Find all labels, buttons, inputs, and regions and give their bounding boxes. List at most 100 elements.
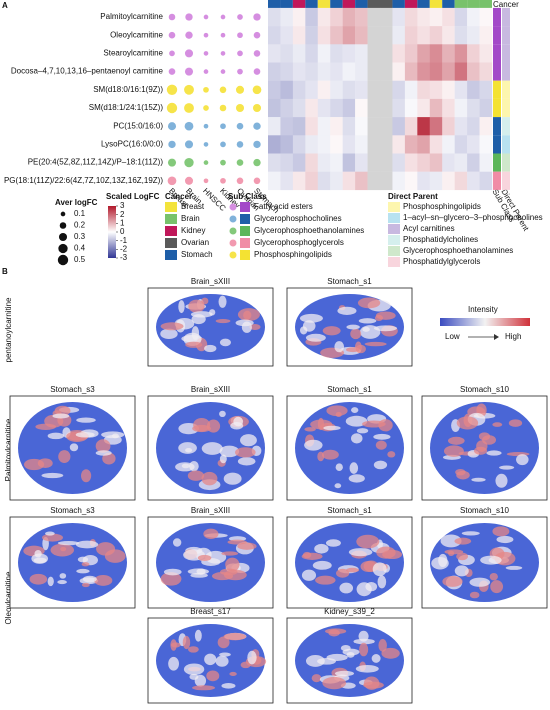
tissue-patch bbox=[197, 554, 212, 561]
heat-cell bbox=[268, 44, 281, 63]
tissue-patch bbox=[76, 568, 90, 574]
heat-cell bbox=[429, 98, 443, 118]
cancer-title: Cancer bbox=[493, 0, 519, 9]
heat-cell bbox=[305, 62, 318, 81]
tissue-patch bbox=[376, 546, 396, 559]
tissue-patch bbox=[163, 568, 182, 576]
tissue-patch bbox=[339, 582, 354, 594]
heat-cell bbox=[330, 117, 343, 136]
dot bbox=[166, 84, 178, 96]
dot bbox=[235, 103, 245, 113]
heat-cell bbox=[380, 98, 393, 118]
legend-label: 2 bbox=[120, 210, 125, 219]
tissue-patch bbox=[178, 300, 185, 314]
cancer-bar bbox=[380, 0, 393, 8]
tissue-patch bbox=[302, 551, 312, 559]
tissue-patch bbox=[235, 319, 254, 327]
tissue-patch bbox=[219, 410, 226, 418]
tissue-patch bbox=[378, 638, 387, 652]
dot bbox=[253, 50, 261, 57]
dot bbox=[253, 158, 261, 167]
dot bbox=[184, 121, 194, 131]
tissue-patch bbox=[326, 405, 348, 417]
tissue-patch bbox=[442, 575, 463, 587]
tissue-patch bbox=[206, 670, 220, 682]
dot bbox=[236, 159, 244, 166]
cancer-bar bbox=[355, 0, 368, 8]
legend-label: Glycerophosphocholines bbox=[254, 214, 342, 223]
dot bbox=[253, 122, 261, 130]
heat-cell bbox=[355, 117, 368, 136]
heat-cell bbox=[467, 62, 480, 81]
heat-cell bbox=[454, 153, 468, 172]
direct-parent-cell bbox=[502, 80, 510, 99]
cancer-bar bbox=[454, 0, 468, 8]
row-label: PE(20:4(5Z,8Z,11Z,14Z)/P–18:1(11Z)) bbox=[28, 158, 164, 167]
heat-cell bbox=[417, 7, 430, 27]
dot bbox=[237, 50, 243, 57]
heat-cell bbox=[454, 135, 468, 154]
legend-swatch bbox=[165, 238, 177, 248]
legend-swatch bbox=[240, 214, 250, 224]
heat-cell bbox=[305, 98, 318, 118]
tissue-patch bbox=[345, 567, 360, 573]
dot bbox=[220, 123, 226, 130]
tissue-patch bbox=[480, 555, 502, 565]
legend-label: Acyl carnitines bbox=[403, 224, 455, 233]
tissue-patch bbox=[204, 653, 217, 666]
tissue-patch bbox=[492, 422, 503, 427]
tissue-patch bbox=[81, 562, 90, 567]
tissue-patch bbox=[355, 664, 379, 673]
tissue-patch bbox=[223, 632, 247, 641]
tissue-patch bbox=[187, 470, 205, 481]
heat-cell bbox=[479, 62, 493, 81]
dot bbox=[235, 85, 245, 94]
dot bbox=[166, 102, 178, 114]
dot bbox=[203, 123, 209, 129]
tissue-patch bbox=[201, 471, 218, 486]
row-label: Oleoylcarnitine bbox=[4, 571, 13, 624]
heat-cell bbox=[380, 153, 393, 172]
heat-cell bbox=[292, 7, 306, 27]
heat-cell bbox=[305, 153, 318, 172]
tissue-patch bbox=[304, 427, 316, 432]
legend-label: 0.4 bbox=[74, 244, 86, 253]
tissue-patch bbox=[317, 417, 325, 431]
tissue-patch bbox=[317, 657, 336, 665]
heat-cell bbox=[355, 171, 368, 191]
tissue-patch bbox=[375, 311, 396, 320]
sub-class-cell bbox=[493, 171, 501, 190]
legend-label: 3 bbox=[120, 201, 125, 210]
tissue-patch bbox=[182, 635, 191, 650]
heat-cell bbox=[367, 80, 381, 100]
tissue-patch bbox=[31, 553, 49, 564]
heat-cell bbox=[268, 135, 281, 154]
dot bbox=[168, 13, 176, 21]
tissue-patch bbox=[194, 629, 202, 642]
legend-label: -3 bbox=[120, 253, 128, 262]
tissue-patch bbox=[237, 457, 256, 466]
tissue-patch bbox=[57, 580, 67, 585]
heat-cell bbox=[479, 26, 493, 45]
tissue-patch bbox=[59, 573, 67, 579]
dot bbox=[184, 84, 194, 95]
tissue-patch bbox=[204, 344, 217, 353]
low-label: Low bbox=[445, 332, 460, 341]
tissue-patch bbox=[490, 580, 504, 594]
tissue-patch bbox=[187, 568, 210, 575]
heat-cell bbox=[404, 62, 418, 81]
legend-swatch bbox=[388, 246, 400, 256]
tissue-patch bbox=[215, 319, 231, 324]
image-title: Stomach_s1 bbox=[327, 385, 372, 394]
tissue-patch bbox=[23, 458, 45, 471]
dot bbox=[219, 104, 227, 112]
high-label: High bbox=[505, 332, 521, 341]
tissue-patch bbox=[454, 537, 472, 545]
tissue-patch bbox=[356, 582, 372, 597]
tissue-patch bbox=[440, 534, 462, 548]
sub-class-cell bbox=[493, 153, 501, 172]
heat-cell bbox=[268, 171, 281, 191]
heat-cell bbox=[330, 135, 343, 154]
dot bbox=[203, 142, 209, 147]
dot bbox=[184, 157, 194, 168]
